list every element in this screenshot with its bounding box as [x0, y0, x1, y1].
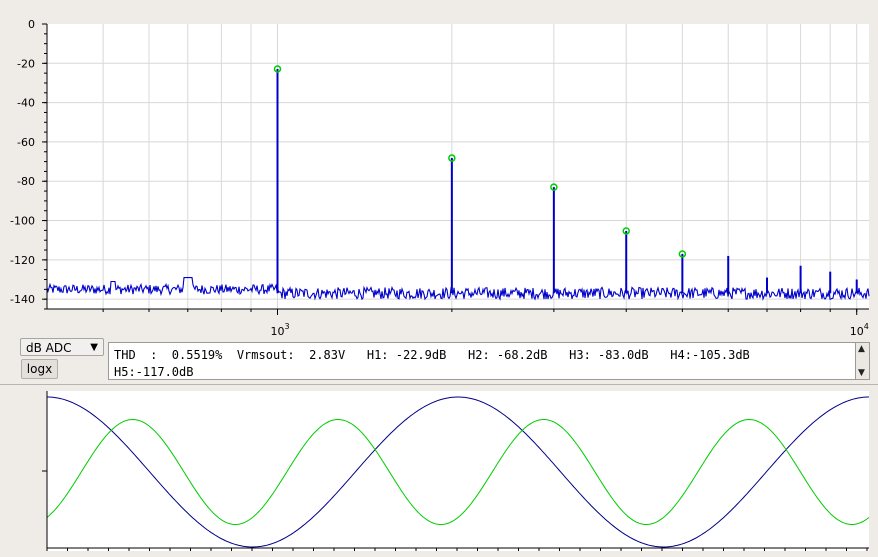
y-tick-label: -80 [17, 175, 35, 188]
y-tick-label: -60 [17, 136, 35, 149]
scope-plot-area[interactable] [47, 391, 869, 551]
y-tick-label: -100 [10, 215, 35, 228]
scope-trace-blue [47, 396, 869, 548]
x-tick-exponent: 3 [284, 322, 289, 331]
x-tick-label: 10 [850, 325, 864, 338]
x-tick-label: 10 [270, 325, 284, 338]
scope-panel [0, 384, 878, 557]
spectrum-panel: 0 -20 -40 -60 -80 -100 -120 -140 10 3 10 4 dB ADC ▼… [10, 18, 870, 380]
logx-button[interactable]: logx [21, 359, 58, 379]
thd-readout-line-2: H5:-117.0dB [114, 365, 194, 379]
scope-chart [42, 391, 870, 551]
y-tick-label: -20 [17, 57, 35, 70]
y-tick-label: -120 [10, 254, 35, 267]
harmonic-marker [550, 183, 558, 191]
chevron-down-icon: ▼ [90, 342, 98, 353]
scope-trace-green [46, 418, 870, 526]
harmonic-marker [622, 227, 630, 235]
unit-selector[interactable]: dB ADC ▼ [20, 338, 104, 356]
scroll-up-icon[interactable]: ▲ [858, 344, 865, 354]
thd-readout-line-1: THD : 0.5519% Vrmsout: 2.83V H1: -22.9dB… [114, 348, 750, 362]
spectrum-plot-area[interactable] [47, 24, 869, 309]
y-tick-label: 0 [28, 18, 35, 31]
x-tick-exponent: 4 [864, 322, 869, 331]
unit-selector-value: dB ADC [26, 341, 72, 355]
scroll-down-icon[interactable]: ▼ [858, 368, 865, 378]
y-tick-label: -140 [10, 293, 35, 306]
spectrum-trace [46, 277, 870, 302]
y-tick-label: -40 [17, 97, 35, 110]
readout-scrollbar[interactable]: ▲ ▼ [856, 342, 870, 380]
thd-readout[interactable]: THD : 0.5519% Vrmsout: 2.83V H1: -22.9dB… [108, 342, 856, 380]
harmonic-marker [273, 65, 282, 73]
harmonic-marker [448, 154, 456, 162]
harmonic-marker [678, 250, 687, 258]
